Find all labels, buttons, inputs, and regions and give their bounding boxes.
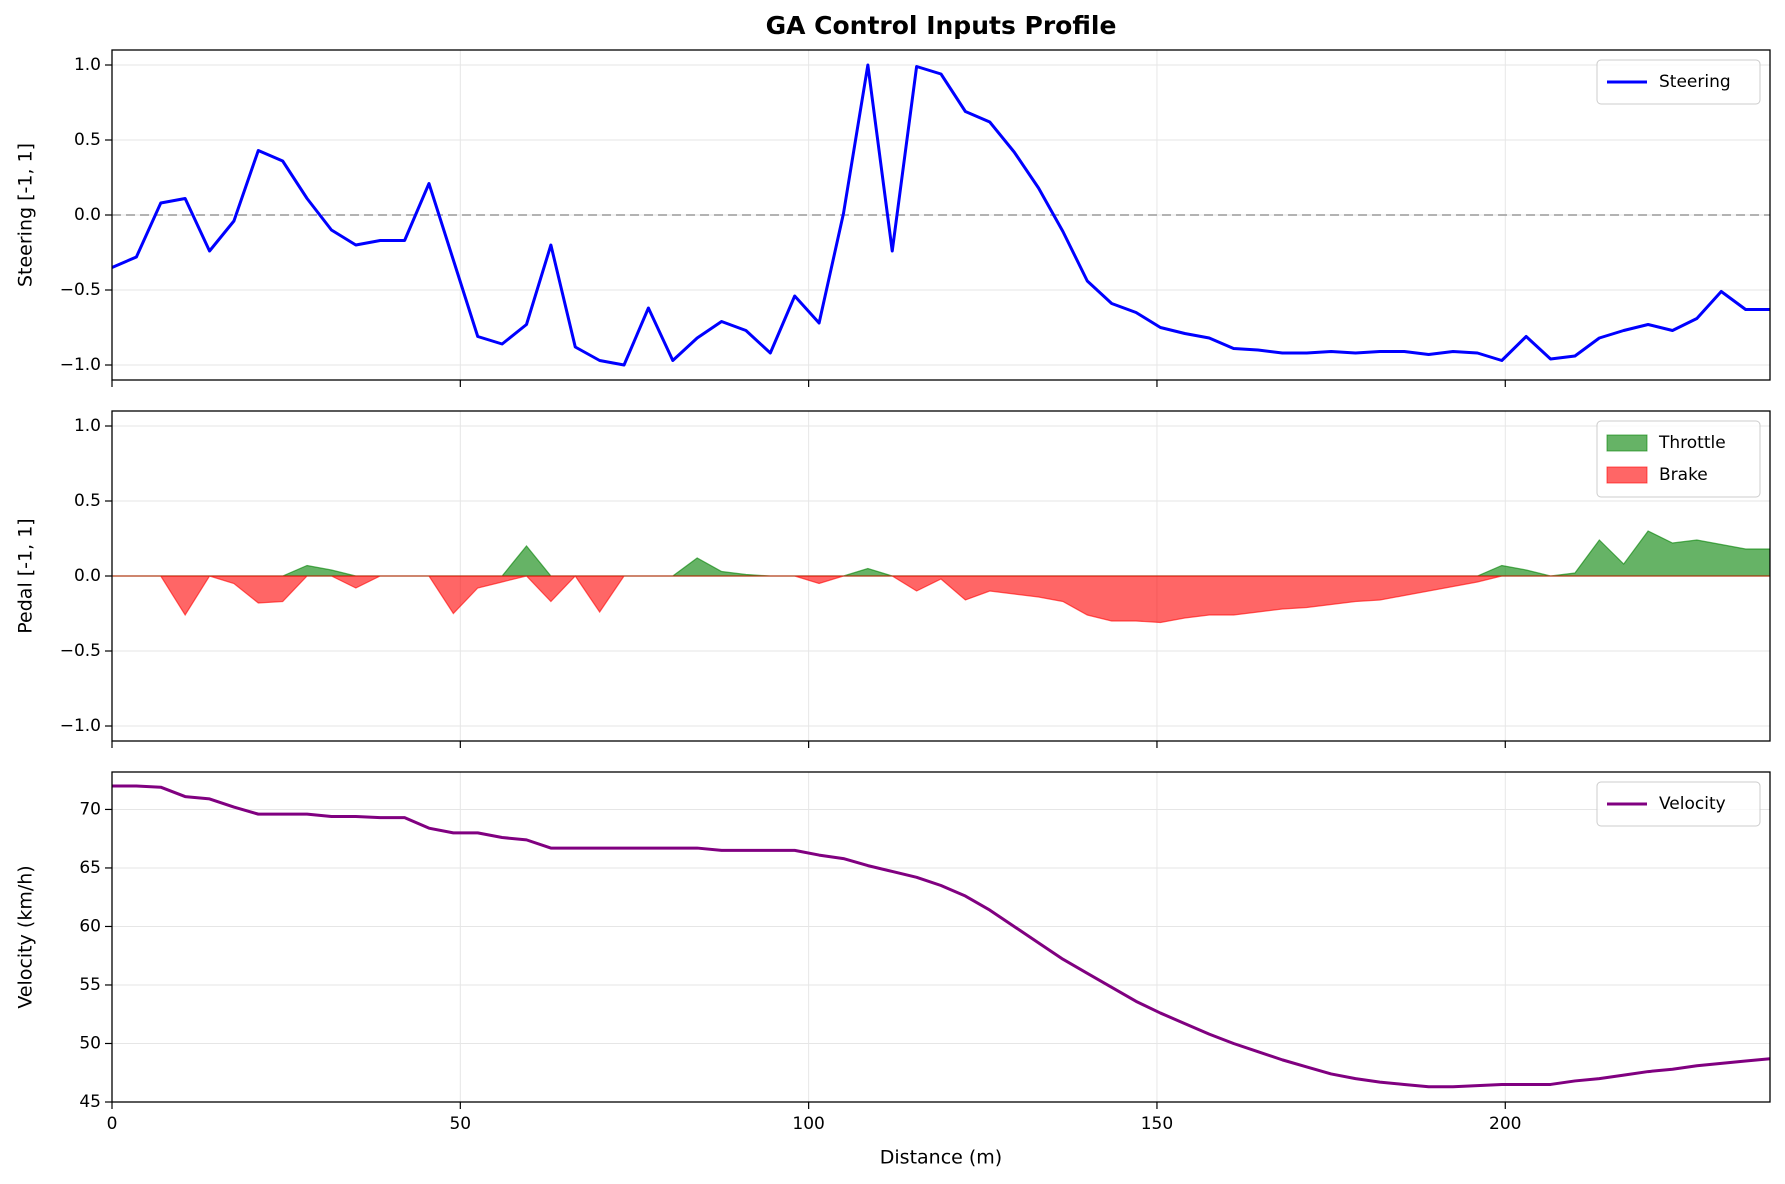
subplot: −1.0 −0.5 0.0 0.5 1.0 Steering [-1, 1] Steerin… xyxy=(15,49,1771,387)
y-tick-label: 60 xyxy=(79,916,101,936)
legend-label: Steering xyxy=(1659,72,1731,92)
y-tick-label: −1.0 xyxy=(60,355,101,375)
legend-label: Throttle xyxy=(1658,433,1726,453)
subplot: 0 50 100 150 200 45 50 55 60 65 70 Velocity (km/h) D… xyxy=(15,771,1771,1169)
y-tick-label: −1.0 xyxy=(60,716,101,736)
axes-frame xyxy=(111,49,1771,381)
x-tick-label: 100 xyxy=(792,1114,824,1134)
x-axis-label: Distance (m) xyxy=(880,1147,1002,1169)
y-tick-label: 50 xyxy=(79,1033,101,1053)
y-tick-label: 0.0 xyxy=(74,566,101,586)
y-axis-label: Pedal [-1, 1] xyxy=(15,518,37,633)
x-tick-label: 50 xyxy=(449,1114,471,1134)
x-tick-label: 0 xyxy=(107,1114,118,1134)
data-area xyxy=(112,575,1770,624)
y-tick-label: 65 xyxy=(79,858,101,878)
y-axis-label: Velocity (km/h) xyxy=(15,865,37,1008)
subplot: −1.0 −0.5 0.0 0.5 1.0 Pedal [-1, 1] Throttle Br… xyxy=(15,410,1771,748)
axes-frame xyxy=(111,410,1771,742)
legend-label: Velocity xyxy=(1659,794,1726,814)
y-tick-label: 0.0 xyxy=(74,205,101,225)
axes-frame xyxy=(111,771,1771,1103)
y-tick-label: 55 xyxy=(79,975,101,995)
legend-box xyxy=(1596,59,1761,105)
legend: Velocity xyxy=(1596,781,1761,827)
y-tick-label: 1.0 xyxy=(74,416,101,436)
legend-swatch xyxy=(1606,466,1648,484)
y-axis-label: Steering [-1, 1] xyxy=(15,143,37,287)
y-tick-label: 1.0 xyxy=(74,55,101,75)
legend-box xyxy=(1596,781,1761,827)
x-tick-label: 200 xyxy=(1489,1114,1521,1134)
data-line xyxy=(112,63,1770,367)
legend-label: Brake xyxy=(1659,465,1708,485)
legend: Throttle Brake xyxy=(1596,420,1761,498)
y-tick-label: 0.5 xyxy=(74,130,101,150)
y-tick-label: 70 xyxy=(79,799,101,819)
legend-swatch xyxy=(1606,434,1648,452)
y-tick-label: −0.5 xyxy=(60,280,101,300)
legend: Steering xyxy=(1596,59,1761,105)
y-tick-label: −0.5 xyxy=(60,641,101,661)
x-tick-label: 150 xyxy=(1141,1114,1173,1134)
y-tick-label: 45 xyxy=(79,1092,101,1112)
chart-title: GA Control Inputs Profile xyxy=(766,11,1117,40)
data-line xyxy=(112,784,1770,1089)
y-tick-label: 0.5 xyxy=(74,491,101,511)
